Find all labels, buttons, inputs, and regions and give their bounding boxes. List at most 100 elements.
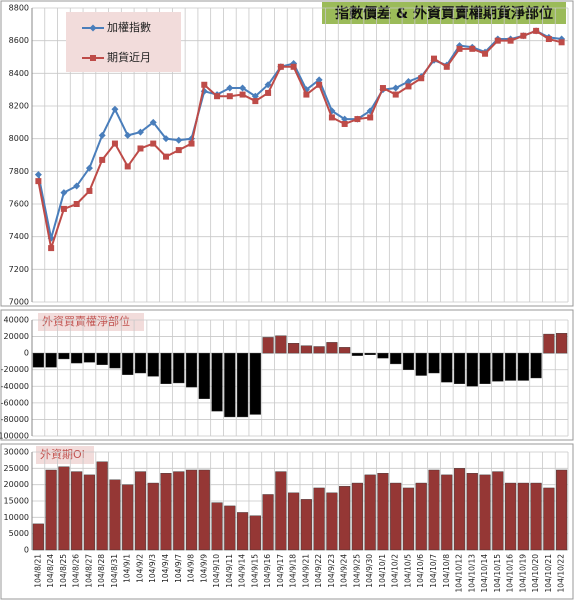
y-tick-label: -80000: [1, 415, 29, 424]
x-tick-label: 104/9/24: [340, 554, 349, 588]
bar: [530, 482, 542, 551]
bar: [402, 352, 415, 370]
x-tick-label: 104/10/16: [506, 554, 515, 593]
marker: [392, 84, 400, 92]
bar: [428, 469, 440, 551]
x-tick-label: 104/10/6: [416, 554, 425, 588]
marker: [354, 116, 361, 123]
y-tick-label: 20000: [4, 332, 29, 341]
x-tick-label: 104/10/2: [391, 554, 400, 588]
bar: [402, 487, 415, 551]
y-tick-label: 0: [24, 546, 29, 555]
bar: [147, 482, 159, 551]
marker: [60, 189, 68, 197]
marker: [73, 201, 80, 207]
marker: [239, 91, 246, 98]
marker: [85, 164, 93, 172]
panel-label-box: [36, 446, 94, 464]
bar: [364, 352, 376, 355]
bar: [237, 512, 249, 551]
x-tick-label: 104/10/12: [455, 554, 464, 593]
bar: [377, 352, 389, 359]
x-tick-label: 104/10/14: [480, 554, 489, 593]
marker: [456, 45, 463, 52]
bar: [96, 461, 108, 551]
marker: [175, 147, 182, 154]
bar: [71, 471, 83, 551]
bar: [45, 469, 57, 551]
y-tick-label: 40000: [4, 316, 29, 325]
bar: [441, 352, 453, 383]
bar: [466, 473, 478, 551]
chart-title: 指數價差 & 外資買賣權期貨淨部位: [335, 5, 553, 22]
marker: [175, 136, 183, 144]
bar: [134, 471, 147, 551]
y-tick-label: 7600: [9, 200, 29, 209]
x-tick-label: 104/10/20: [531, 554, 540, 593]
y-tick-label: 30000: [4, 448, 29, 457]
marker: [418, 75, 425, 82]
marker: [188, 140, 195, 147]
bar: [32, 523, 44, 551]
y-tick-label: 10000: [4, 513, 29, 522]
x-tick-label: 104/10/8: [442, 554, 451, 588]
x-tick-label: 104/10/1: [378, 554, 387, 588]
x-tick-label: 104/8/26: [72, 554, 81, 588]
y-tick-label: -100000: [0, 432, 29, 441]
y-tick-label: -60000: [1, 398, 29, 407]
marker: [163, 153, 169, 160]
bar: [364, 474, 376, 551]
bar: [71, 352, 83, 364]
marker: [379, 85, 386, 92]
marker: [226, 93, 233, 100]
marker: [60, 205, 67, 212]
bar: [492, 352, 504, 382]
marker: [316, 81, 323, 88]
bar: [58, 466, 70, 551]
x-tick-label: 104/8/24: [46, 554, 55, 588]
y-tick-label: 8400: [9, 69, 29, 78]
x-tick-label: 104/8/27: [84, 554, 93, 588]
x-tick-label: 104/9/14: [238, 554, 247, 588]
bar: [198, 352, 210, 399]
marker: [124, 163, 131, 170]
x-tick-label: 104/9/8: [187, 554, 196, 583]
x-tick-label: 104/9/17: [276, 554, 285, 588]
x-tick-label: 104/9/18: [289, 554, 298, 588]
bar: [262, 337, 274, 354]
x-tick-label: 104/10/13: [467, 554, 476, 593]
bar: [224, 505, 236, 551]
bar: [339, 486, 351, 551]
bar: [390, 482, 402, 551]
x-tick-label: 104/10/5: [403, 554, 412, 588]
legend-box: [66, 12, 181, 72]
bar: [288, 343, 300, 354]
marker: [533, 27, 540, 34]
bar: [505, 482, 517, 551]
marker: [86, 187, 93, 194]
marker: [404, 78, 412, 85]
bar: [147, 352, 159, 377]
bar: [339, 347, 351, 354]
marker: [392, 91, 399, 98]
bar: [556, 469, 568, 551]
x-tick-label: 104/9/22: [314, 554, 323, 588]
y-tick-label: 25000: [4, 464, 29, 473]
bar: [262, 494, 274, 551]
bar: [377, 473, 389, 551]
marker: [73, 182, 81, 190]
marker: [201, 81, 208, 88]
y-tick-label: 20000: [4, 480, 29, 489]
bar: [185, 469, 198, 551]
bar: [32, 352, 44, 368]
bar: [351, 352, 363, 356]
bar: [275, 335, 287, 354]
marker: [494, 37, 501, 44]
bar: [249, 352, 261, 415]
panel-label-box: [38, 313, 144, 331]
marker: [264, 81, 272, 89]
bar: [173, 471, 185, 551]
bar: [326, 492, 338, 551]
marker: [35, 178, 42, 185]
bar: [109, 352, 121, 369]
